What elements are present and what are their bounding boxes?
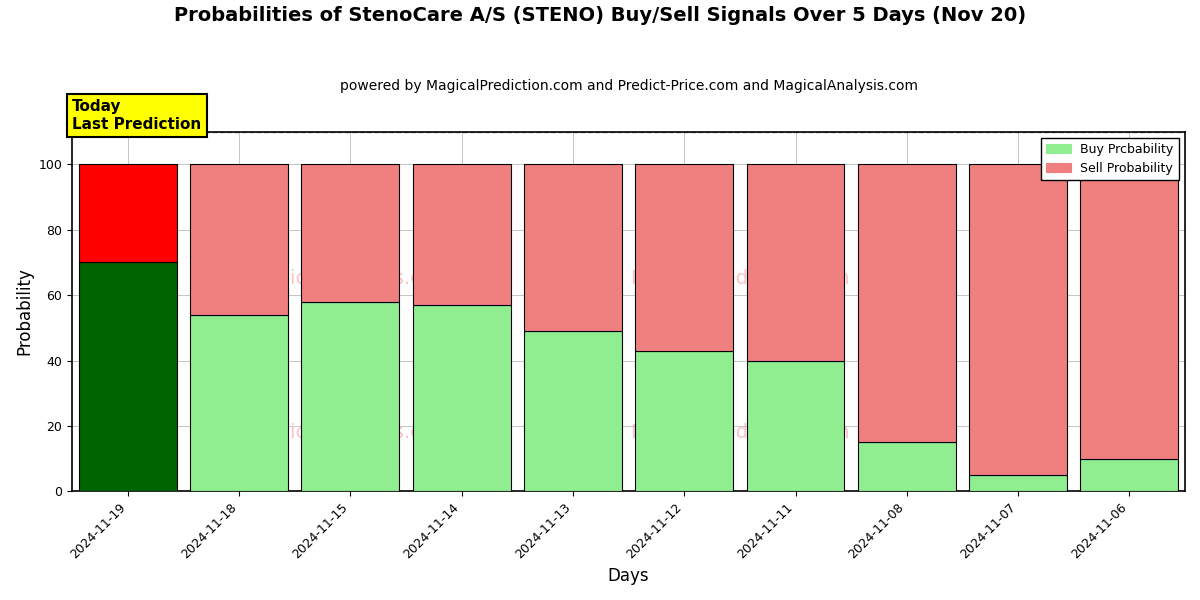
Bar [746, 361, 845, 491]
Legend: Buy Prcbability, Sell Probability: Buy Prcbability, Sell Probability [1040, 138, 1178, 180]
Text: MagicalPrediction.com: MagicalPrediction.com [630, 423, 850, 442]
Text: Probabilities of StenoCare A/S (STENO) Buy/Sell Signals Over 5 Days (Nov 20): Probabilities of StenoCare A/S (STENO) B… [174, 6, 1026, 25]
Y-axis label: Probability: Probability [16, 268, 34, 355]
Text: MagicalAnalysis.com: MagicalAnalysis.com [248, 269, 451, 289]
Bar [858, 164, 955, 442]
Bar [635, 351, 733, 491]
Bar [524, 331, 622, 491]
Text: MagicalPrediction.com: MagicalPrediction.com [630, 269, 850, 289]
X-axis label: Days: Days [607, 567, 649, 585]
Bar [635, 164, 733, 351]
Bar [858, 442, 955, 491]
Bar [970, 164, 1067, 475]
Bar [190, 164, 288, 315]
Title: powered by MagicalPrediction.com and Predict-Price.com and MagicalAnalysis.com: powered by MagicalPrediction.com and Pre… [340, 79, 918, 93]
Bar [1080, 458, 1178, 491]
Bar [746, 164, 845, 361]
Text: Today
Last Prediction: Today Last Prediction [72, 99, 202, 131]
Bar [301, 302, 400, 491]
Bar [413, 305, 511, 491]
Bar [190, 315, 288, 491]
Bar [301, 164, 400, 302]
Bar [524, 164, 622, 331]
Bar [413, 164, 511, 305]
Bar [79, 262, 176, 491]
Bar [79, 164, 176, 262]
Bar [1080, 164, 1178, 458]
Bar [970, 475, 1067, 491]
Text: MagicalAnalysis.com: MagicalAnalysis.com [248, 423, 451, 442]
